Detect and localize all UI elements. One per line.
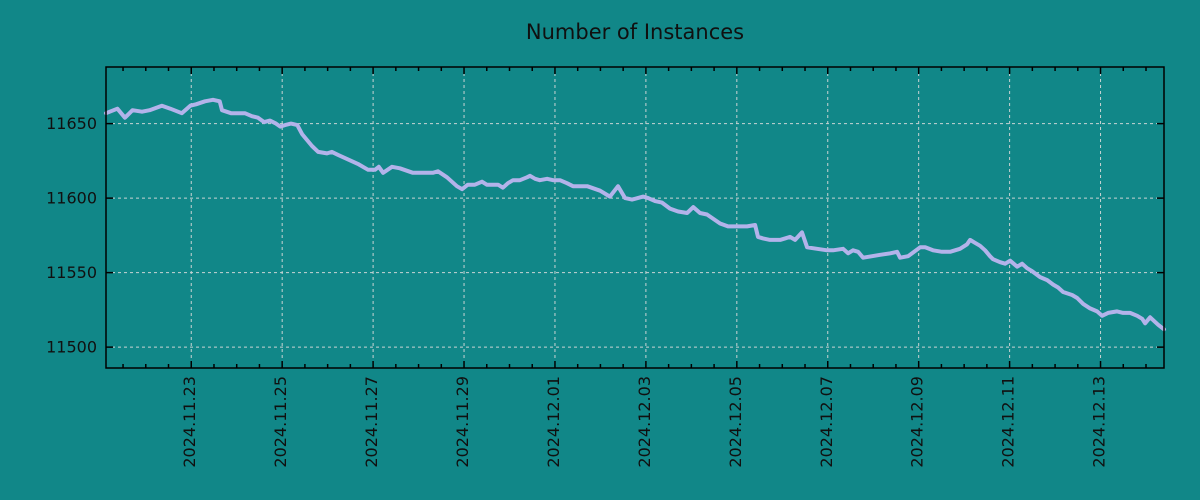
x-tick-label: 2024.12.09 [908,376,927,468]
x-tick-label: 2024.12.03 [635,376,654,468]
x-tick-label: 2024.12.05 [726,376,745,468]
y-tick-label: 11500 [46,338,97,357]
y-tick-label: 11600 [46,189,97,208]
x-tick-label: 2024.12.01 [544,376,563,468]
x-tick-label: 2024.11.27 [362,376,381,468]
data-series-line [104,97,1166,332]
y-tick-label: 11550 [46,263,97,282]
x-tick-label: 2024.12.07 [817,376,836,468]
y-tick-label: 11650 [46,114,97,133]
plot-axes [105,66,1165,369]
x-tick-label: 2024.11.29 [453,376,472,468]
x-tick-label: 2024.11.25 [271,376,290,468]
plot-border [105,66,1165,369]
instances-series-polyline [104,97,1166,332]
x-tick-label: 2024.12.11 [999,376,1018,468]
axis-tick-labels: 11650 11600 11550 11500 2024.11.23 2024.11.25… [46,114,1108,467]
x-tick-label: 2024.12.13 [1090,376,1109,468]
chart-title: Number of Instances [526,20,744,44]
x-tick-label: 2024.11.23 [180,376,199,468]
